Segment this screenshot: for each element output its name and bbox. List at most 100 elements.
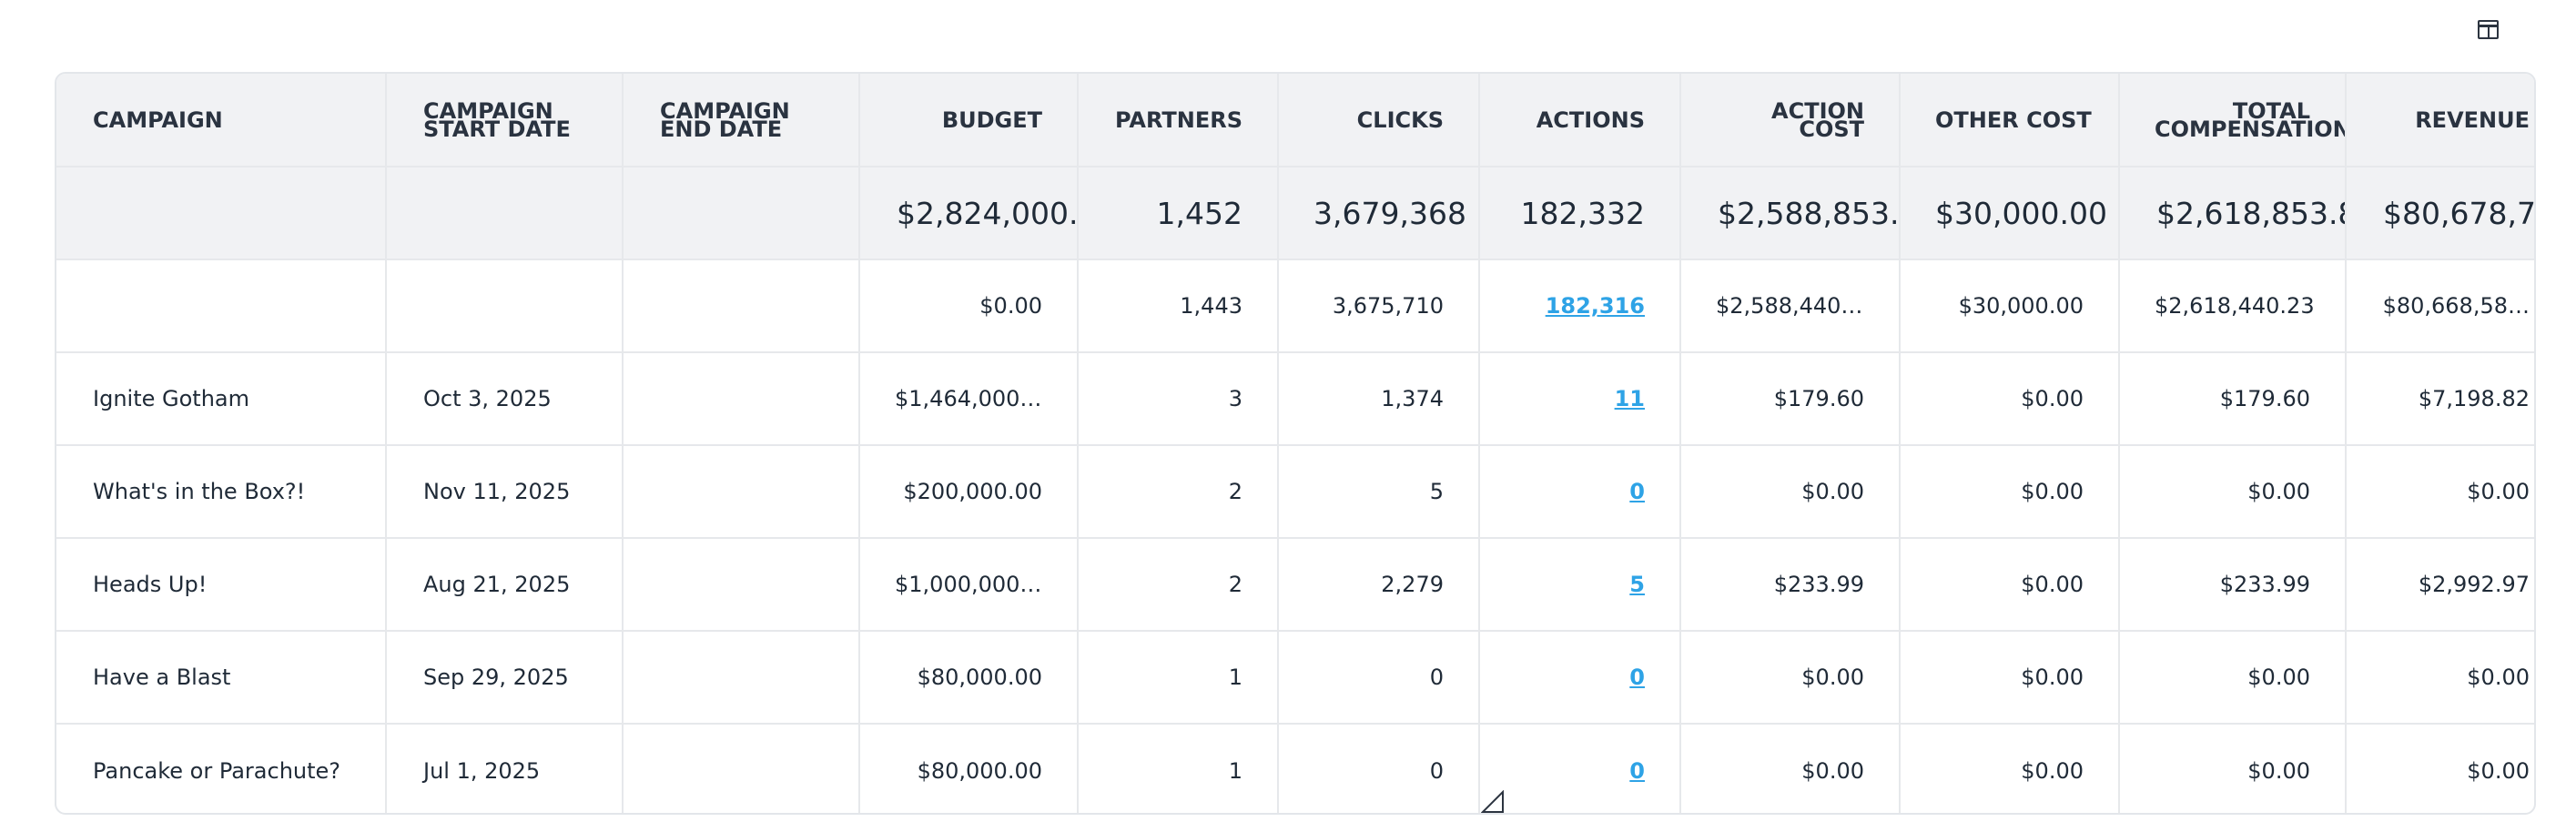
revenue-cell: $0.00: [2346, 631, 2534, 725]
other-cost-cell: $30,000.00: [1900, 259, 2120, 353]
table-row[interactable]: Pancake or Parachute? Jul 1, 2025 $80,00…: [56, 724, 2534, 813]
actions-link[interactable]: 0: [1629, 665, 1645, 690]
totals-end-cell: [623, 167, 860, 260]
campaign-name: [56, 259, 387, 353]
campaign-end-date: [623, 352, 860, 446]
other-cost-cell: $0.00: [1900, 724, 2120, 813]
other-cost-cell: $0.00: [1900, 631, 2120, 725]
budget-cell: $1,464,000.…: [859, 352, 1079, 446]
column-header-revenue[interactable]: REVENUE: [2346, 74, 2534, 167]
partners-cell: 1,443: [1078, 259, 1279, 353]
campaign-start-date: Jul 1, 2025: [386, 724, 624, 813]
header-row: CAMPAIGN CAMPAIGN START DATE CAMPAIGN END …: [56, 74, 2534, 167]
revenue-cell: $0.00: [2346, 445, 2534, 539]
column-header-campaign-end-date[interactable]: CAMPAIGN END DATE: [623, 74, 860, 167]
campaign-name: Heads Up!: [56, 538, 387, 632]
campaign-end-date: [623, 538, 860, 632]
partners-cell: 1: [1078, 631, 1279, 725]
actions-cell: 0: [1479, 631, 1681, 725]
column-header-action-cost[interactable]: ACTION COST: [1680, 74, 1901, 167]
revenue-cell: $7,198.82: [2346, 352, 2534, 446]
action-cost-cell: $0.00: [1680, 631, 1901, 725]
actions-link[interactable]: 0: [1629, 757, 1645, 784]
clicks-cell: 2,279: [1278, 538, 1480, 632]
table-row[interactable]: Have a Blast Sep 29, 2025 $80,000.00 1 0…: [56, 631, 2534, 725]
budget-cell: $200,000.00: [859, 445, 1079, 539]
budget-cell: $80,000.00: [859, 631, 1079, 725]
campaign-start-date: Nov 11, 2025: [386, 445, 624, 539]
totals-partners: 1,452: [1078, 167, 1279, 260]
column-header-clicks[interactable]: CLICKS: [1278, 74, 1480, 167]
totals-row: $2,824,000. 1,452 3,679,368 182,332 $2,5…: [56, 167, 2534, 260]
table-row[interactable]: $0.00 1,443 3,675,710 182,316 $2,588,440…: [56, 259, 2534, 353]
action-cost-cell: $0.00: [1680, 445, 1901, 539]
other-cost-cell: $0.00: [1900, 352, 2120, 446]
actions-cell: 0: [1479, 724, 1681, 813]
other-cost-cell: $0.00: [1900, 445, 2120, 539]
total-compensation-cell: $233.99: [2119, 538, 2347, 632]
column-header-actions[interactable]: ACTIONS: [1479, 74, 1681, 167]
total-compensation-cell: $0.00: [2119, 631, 2347, 725]
clicks-cell: 0: [1278, 724, 1480, 813]
actions-link[interactable]: 0: [1629, 479, 1645, 504]
campaign-name: What's in the Box?!: [56, 445, 387, 539]
campaign-name: Have a Blast: [56, 631, 387, 725]
campaign-name: Ignite Gotham: [56, 352, 387, 446]
total-compensation-cell: $0.00: [2119, 445, 2347, 539]
table-row[interactable]: Heads Up! Aug 21, 2025 $1,000,000.… 2 2,…: [56, 538, 2534, 632]
action-cost-cell: $179.60: [1680, 352, 1901, 446]
actions-link[interactable]: 5: [1629, 572, 1645, 597]
actions-link[interactable]: 182,316: [1545, 293, 1645, 319]
column-header-other-cost[interactable]: OTHER COST: [1900, 74, 2120, 167]
totals-campaign-cell: [56, 167, 387, 260]
clicks-cell: 1,374: [1278, 352, 1480, 446]
campaign-start-date: Sep 29, 2025: [386, 631, 624, 725]
actions-cell: 5: [1479, 538, 1681, 632]
campaign-start-date: Oct 3, 2025: [386, 352, 624, 446]
total-compensation-cell: $0.00: [2119, 724, 2347, 813]
columns-toggle-button[interactable]: [2476, 18, 2501, 42]
totals-action-cost: $2,588,853.: [1680, 167, 1901, 260]
column-header-campaign[interactable]: CAMPAIGN: [56, 74, 387, 167]
actions-cell: 11: [1479, 352, 1681, 446]
partners-cell: 3: [1078, 352, 1279, 446]
actions-link[interactable]: 11: [1614, 386, 1645, 411]
table-row[interactable]: Ignite Gotham Oct 3, 2025 $1,464,000.… 3…: [56, 352, 2534, 446]
budget-cell: $80,000.00: [859, 724, 1079, 813]
totals-revenue: $80,678,774: [2346, 167, 2534, 260]
totals-actions: 182,332: [1479, 167, 1681, 260]
total-compensation-cell: $179.60: [2119, 352, 2347, 446]
action-cost-cell: $233.99: [1680, 538, 1901, 632]
campaign-end-date: [623, 724, 860, 813]
campaign-start-date: Aug 21, 2025: [386, 538, 624, 632]
totals-clicks: 3,679,368: [1278, 167, 1480, 260]
actions-cell: 182,316: [1479, 259, 1681, 353]
table-row[interactable]: What's in the Box?! Nov 11, 2025 $200,00…: [56, 445, 2534, 539]
column-header-budget[interactable]: BUDGET: [859, 74, 1079, 167]
campaign-end-date: [623, 445, 860, 539]
revenue-cell: $2,992.97: [2346, 538, 2534, 632]
resize-handle-icon[interactable]: [1481, 790, 1505, 814]
totals-start-cell: [386, 167, 624, 260]
column-header-total-compensation[interactable]: TOTAL COMPENSATION: [2119, 74, 2347, 167]
budget-cell: $0.00: [859, 259, 1079, 353]
revenue-cell: $80,668,58…: [2346, 259, 2534, 353]
partners-cell: 2: [1078, 538, 1279, 632]
total-compensation-cell: $2,618,440.23: [2119, 259, 2347, 353]
clicks-cell: 5: [1278, 445, 1480, 539]
budget-cell: $1,000,000.…: [859, 538, 1079, 632]
clicks-cell: 0: [1278, 631, 1480, 725]
totals-budget: $2,824,000.: [859, 167, 1079, 260]
campaign-end-date: [623, 259, 860, 353]
partners-cell: 1: [1078, 724, 1279, 813]
campaign-end-date: [623, 631, 860, 725]
revenue-cell: $0.00: [2467, 757, 2530, 784]
partners-cell: 2: [1078, 445, 1279, 539]
column-header-partners[interactable]: PARTNERS: [1078, 74, 1279, 167]
actions-cell: 0: [1479, 445, 1681, 539]
campaign-start-date: [386, 259, 624, 353]
action-cost-cell: $0.00: [1680, 724, 1901, 813]
clicks-cell: 3,675,710: [1278, 259, 1480, 353]
action-cost-cell: $2,588,440.…: [1680, 259, 1901, 353]
column-header-campaign-start-date[interactable]: CAMPAIGN START DATE: [386, 74, 624, 167]
